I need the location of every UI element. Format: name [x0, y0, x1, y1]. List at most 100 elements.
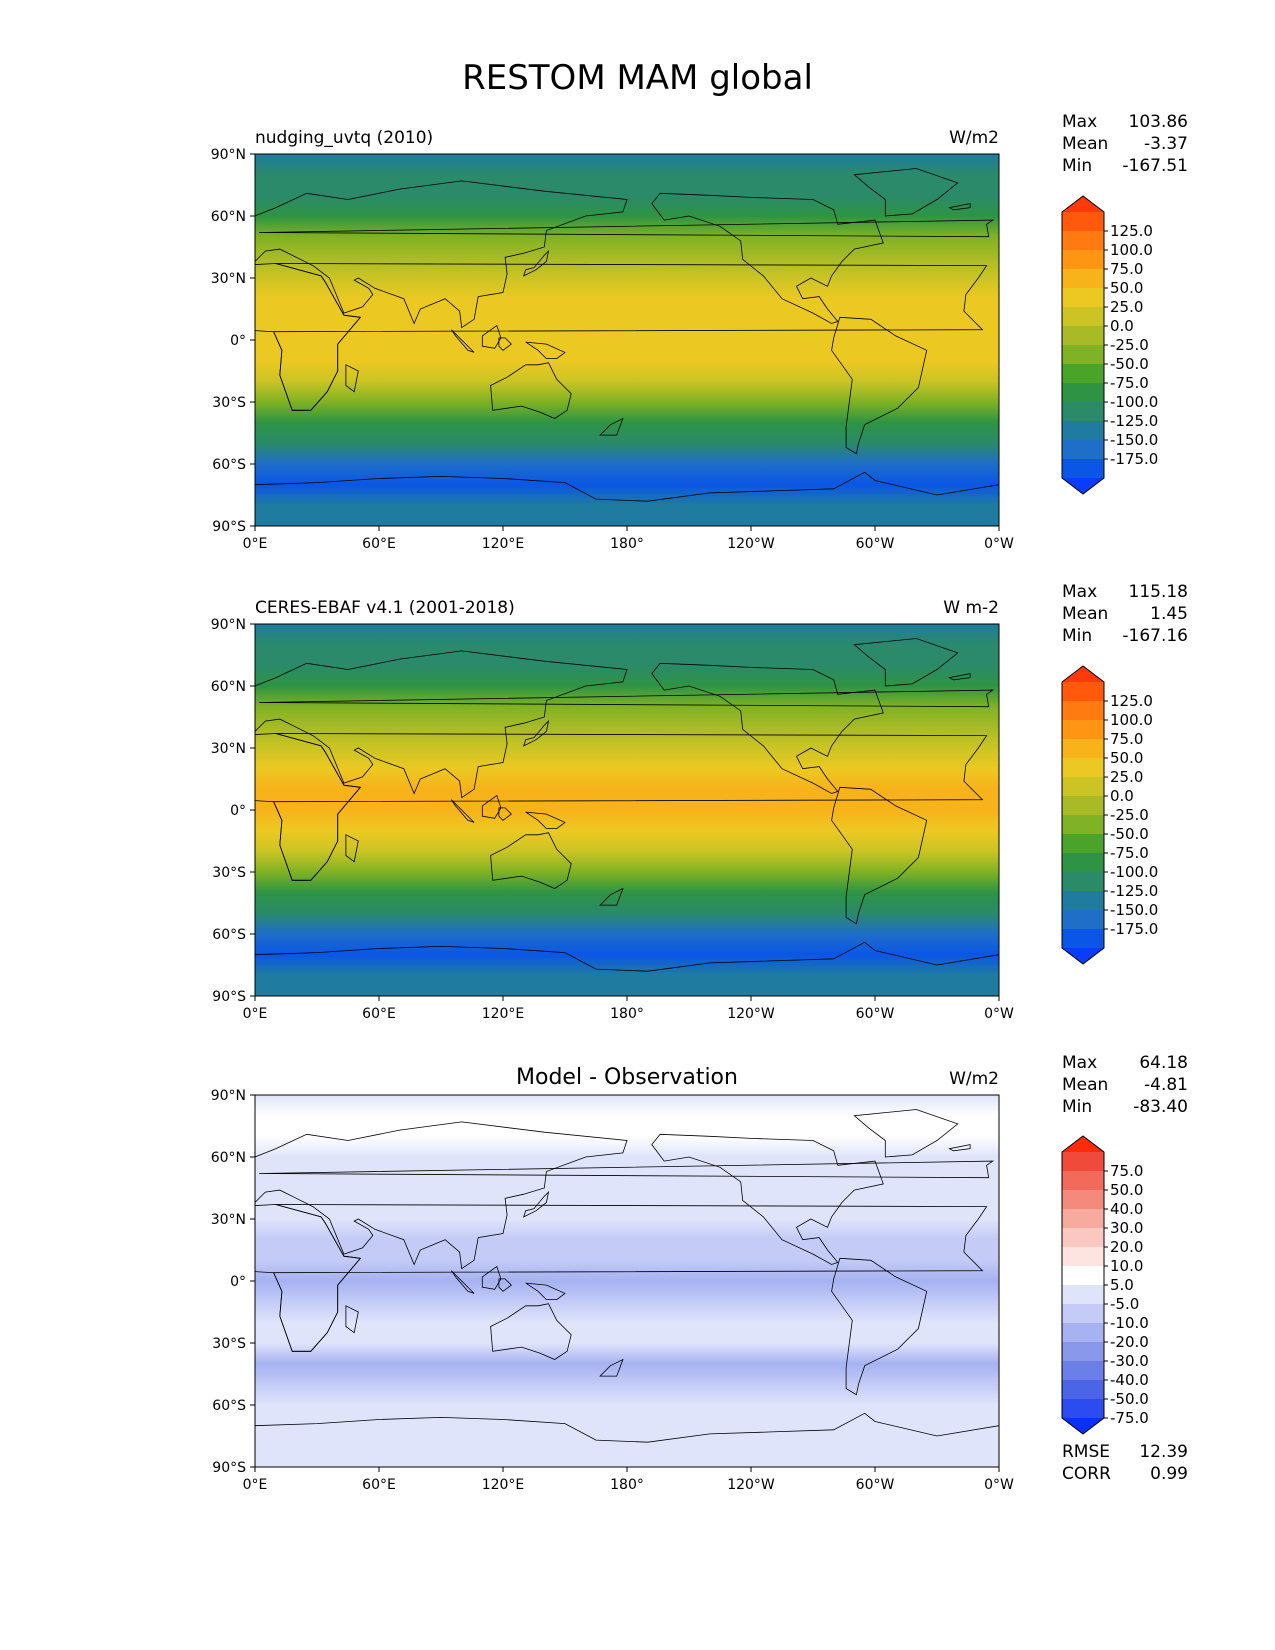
- colorbar-bin: [1062, 853, 1104, 873]
- colorbar-tick-label: -125.0: [1110, 412, 1158, 430]
- colorbar-bin: [1062, 212, 1104, 232]
- coastline-africa: [272, 1204, 988, 1352]
- lat-tick-label: 30°S: [212, 1336, 246, 1352]
- stat-label: Mean: [1062, 604, 1108, 624]
- colorbar-bin: [1062, 1380, 1104, 1400]
- coastline-island: [450, 1270, 475, 1294]
- colorbar-tick-label: -10.0: [1110, 1314, 1149, 1332]
- coastline-island: [523, 719, 550, 747]
- coastline-island: [948, 673, 971, 681]
- colorbar-bin: [1062, 929, 1104, 949]
- coastline-island: [481, 794, 502, 819]
- colorbar-bin: [1062, 910, 1104, 930]
- coastline-island: [498, 807, 512, 821]
- lat-tick-label: 90°N: [211, 147, 246, 163]
- colorbar-bin: [1062, 701, 1104, 721]
- colorbar-tick-label: -100.0: [1110, 863, 1158, 881]
- lon-tick-label: 120°E: [482, 1006, 525, 1022]
- coastline-eurasia: [255, 1121, 628, 1270]
- lat-tick-label: 90°N: [211, 617, 246, 633]
- colorbar-bin: [1062, 307, 1104, 327]
- extra-stat-label: RMSE: [1062, 1442, 1110, 1462]
- lon-tick-label: 60°E: [362, 536, 396, 552]
- extra-stat-label: CORR: [1062, 1464, 1111, 1484]
- lat-tick-label: 60°S: [212, 457, 246, 473]
- coastline-island: [525, 811, 566, 829]
- colorbar-tick-label: 75.0: [1110, 260, 1143, 278]
- panel-title: Model - Observation: [516, 1065, 738, 1090]
- coastline-island: [599, 887, 624, 906]
- colorbar-tick-label: 100.0: [1110, 241, 1153, 259]
- colorbar-bin: [1062, 815, 1104, 835]
- colorbar-tick-label: 30.0: [1110, 1219, 1143, 1237]
- lat-tick-label: 30°N: [211, 1212, 246, 1228]
- lat-tick-label: 60°S: [212, 1398, 246, 1414]
- colorbar-tick-label: 50.0: [1110, 749, 1143, 767]
- coastline-island: [481, 324, 502, 349]
- colorbar-extend-top: [1062, 666, 1104, 682]
- colorbar-tick-label: -75.0: [1110, 374, 1149, 392]
- colorbar-tick-label: -50.0: [1110, 1390, 1149, 1408]
- lon-tick-label: 0°W: [984, 536, 1014, 552]
- colorbar-bin: [1062, 796, 1104, 816]
- colorbar-extend-top: [1062, 1136, 1104, 1152]
- lon-tick-label: 120°W: [727, 536, 775, 552]
- stat-label: Mean: [1062, 134, 1108, 154]
- lon-tick-label: 60°W: [856, 1006, 895, 1022]
- stat-value: 1.45: [1150, 604, 1188, 624]
- coastline-island: [498, 337, 512, 351]
- colorbar-bin: [1062, 231, 1104, 251]
- lat-tick-label: 90°S: [212, 519, 246, 535]
- coastline-samerica: [831, 786, 928, 925]
- colorbar-tick-label: -150.0: [1110, 431, 1158, 449]
- colorbar-tick-label: 0.0: [1110, 787, 1134, 805]
- coastline-island: [259, 689, 995, 708]
- colorbar-tick-label: 25.0: [1110, 768, 1143, 786]
- colorbar-bin: [1062, 1190, 1104, 1210]
- lat-tick-label: 30°N: [211, 741, 246, 757]
- colorbar-extend-bottom: [1062, 1418, 1104, 1434]
- lon-tick-label: 120°W: [727, 1477, 775, 1493]
- coastline-island: [948, 1144, 971, 1152]
- colorbar-tick-label: 100.0: [1110, 711, 1153, 729]
- colorbar-bin: [1062, 326, 1104, 346]
- lon-tick-label: 120°E: [482, 536, 525, 552]
- lat-tick-label: 60°N: [211, 209, 246, 225]
- coastline-antarctica: [255, 471, 999, 502]
- lat-tick-label: 60°N: [211, 1150, 246, 1166]
- colorbar-outline: [1061, 195, 1105, 495]
- colorbar-tick-label: -50.0: [1110, 825, 1149, 843]
- lon-tick-label: 180°: [610, 536, 644, 552]
- lon-tick-label: 0°E: [243, 1006, 268, 1022]
- coastline-island: [259, 219, 995, 238]
- stat-value: 115.18: [1129, 582, 1188, 602]
- lon-tick-label: 60°W: [856, 1477, 895, 1493]
- lat-tick-label: 60°S: [212, 927, 246, 943]
- colorbar-bin: [1062, 1285, 1104, 1305]
- lon-tick-label: 0°E: [243, 536, 268, 552]
- contour-field: [255, 154, 999, 526]
- colorbar-bin: [1062, 1342, 1104, 1362]
- lon-tick-label: 0°W: [984, 1006, 1014, 1022]
- colorbar-tick-label: -25.0: [1110, 806, 1149, 824]
- colorbar-tick-label: -125.0: [1110, 882, 1158, 900]
- lon-tick-label: 180°: [610, 1477, 644, 1493]
- colorbar-tick-label: 25.0: [1110, 298, 1143, 316]
- map-panel: 90°N 60°N 30°N 0° 30°S 60°S 90°S0°E 60°E 120°E 18…: [211, 1053, 1188, 1493]
- stat-label: Min: [1062, 156, 1092, 176]
- stat-label: Min: [1062, 626, 1092, 646]
- colorbar-bin: [1062, 1209, 1104, 1229]
- colorbar-tick-label: -20.0: [1110, 1333, 1149, 1351]
- colorbar-tick-label: 75.0: [1110, 730, 1143, 748]
- panel-units: W/m2: [949, 1069, 999, 1089]
- colorbar-extend-bottom: [1062, 948, 1104, 964]
- coastline-namerica: [651, 1133, 884, 1265]
- panel-units: W m-2: [943, 598, 999, 618]
- coastline-greenland: [853, 638, 959, 687]
- colorbar-tick-label: -75.0: [1110, 844, 1149, 862]
- lat-tick-label: 0°: [230, 1274, 246, 1290]
- colorbar-extend-top: [1062, 196, 1104, 212]
- coastlines: [255, 638, 999, 972]
- lon-tick-label: 60°E: [362, 1477, 396, 1493]
